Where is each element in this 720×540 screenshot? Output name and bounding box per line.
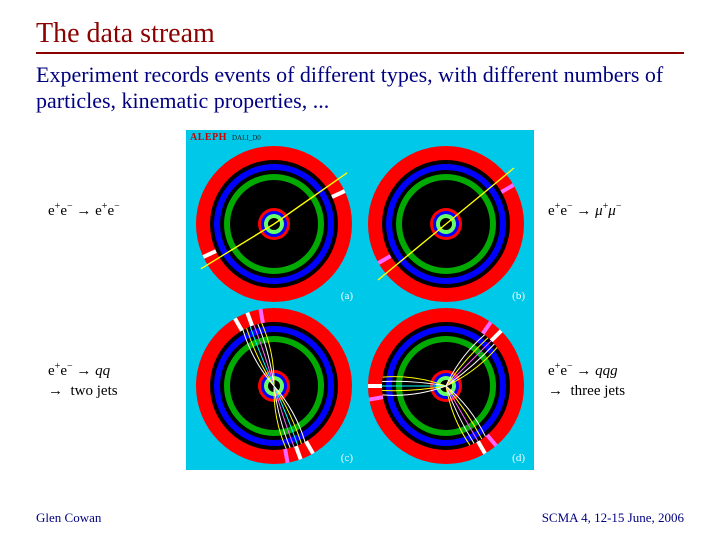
slide-title-block: The data stream	[36, 18, 684, 54]
panel-label-b: (b)	[512, 290, 525, 302]
panel-label-d: (d)	[512, 452, 525, 464]
title-underline	[36, 52, 684, 54]
detector-panel-a: (a)	[189, 144, 359, 304]
label-top-left: e+e− → e+e−	[48, 200, 120, 222]
slide-description: Experiment records events of different t…	[36, 62, 676, 115]
footer-venue: SCMA 4, 12-15 June, 2006	[542, 510, 684, 526]
panel-label-c: (c)	[341, 452, 353, 464]
label-bottom-right: e+e− → qqg→ three jets	[548, 360, 625, 401]
detector-panel-c: (c)	[189, 306, 359, 466]
detector-panel-d: (d)	[361, 306, 531, 466]
label-bottom-left: e+e− → qq→ two jets	[48, 360, 118, 401]
slide-title: The data stream	[36, 18, 684, 50]
detector-panel-b: (b)	[361, 144, 531, 304]
detector-sublabel: DALI_D0	[232, 134, 261, 142]
detector-label: ALEPH	[190, 132, 227, 143]
label-top-right: e+e− → μ+μ−	[548, 200, 621, 222]
panel-label-a: (a)	[341, 290, 353, 302]
footer-author: Glen Cowan	[36, 510, 101, 526]
detector-figure: ALEPH DALI_D0 (a) (b) (c) (d)	[186, 130, 534, 470]
